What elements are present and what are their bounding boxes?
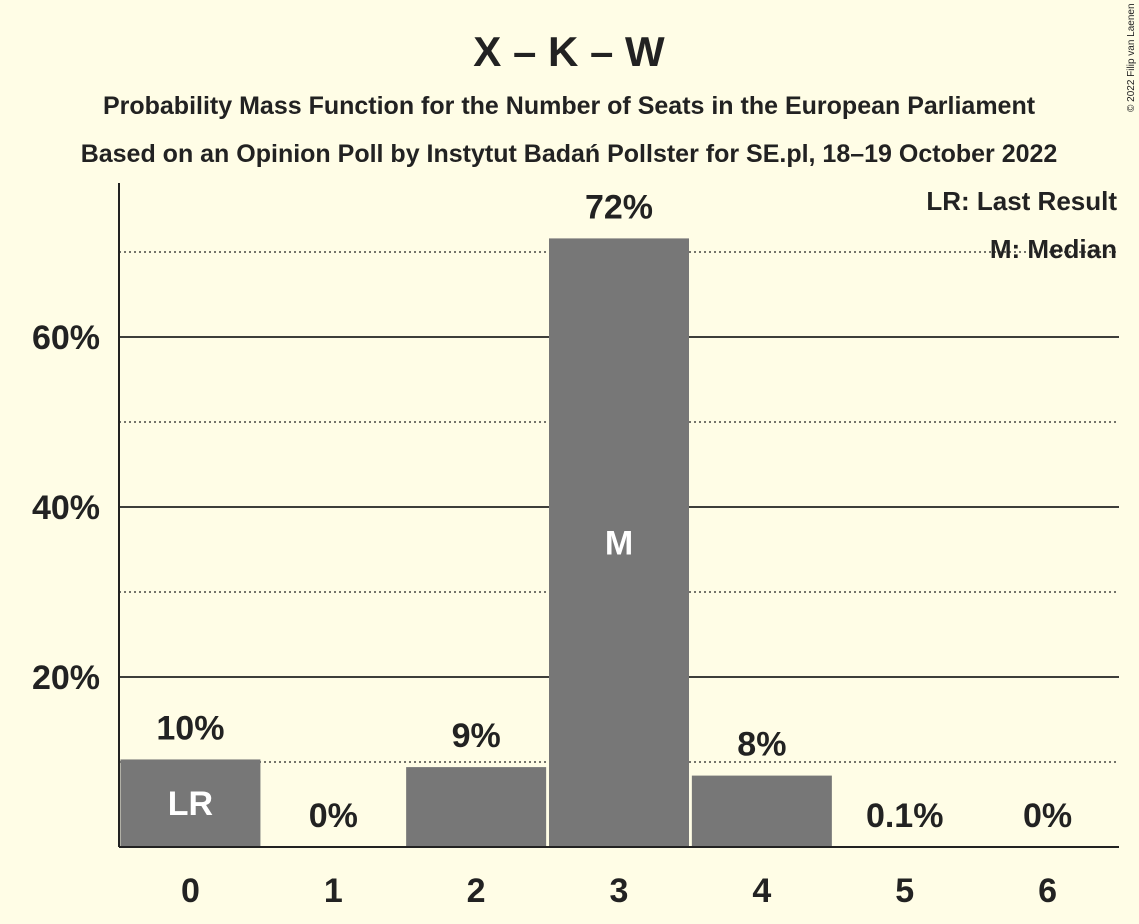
x-tick-label-4: 4: [752, 872, 771, 910]
x-tick-label-5: 5: [895, 872, 914, 910]
chart-title: X – K – W: [473, 28, 665, 75]
labels: 10% 0 0% 1 9% 2 72% 3 8% 4 0.1% 5 0% 6 LR M 20% 40% 60%: [32, 188, 1072, 910]
y-tick-label: 40%: [32, 489, 100, 527]
chart-subtitle-1: Probability Mass Function for the Number…: [103, 92, 1036, 120]
x-tick-label-3: 3: [610, 872, 629, 910]
x-tick-label-1: 1: [324, 872, 343, 910]
x-tick-label-0: 0: [181, 872, 200, 910]
bar-2: [406, 767, 547, 847]
legend-median: M: Median: [990, 234, 1117, 264]
bar-annotation-m: M: [605, 525, 633, 563]
data-label-0: 10%: [156, 709, 224, 747]
data-label-6: 0%: [1023, 797, 1072, 835]
data-label-1: 0%: [309, 797, 358, 835]
bar-0: [120, 759, 261, 847]
data-label-4: 8%: [737, 726, 786, 764]
y-tick-label: 60%: [32, 319, 100, 357]
legend-last-result: LR: Last Result: [926, 186, 1117, 216]
data-label-3: 72%: [585, 188, 653, 226]
x-tick-label-6: 6: [1038, 872, 1057, 910]
y-tick-label: 20%: [32, 659, 100, 697]
bar-annotation-lr: LR: [168, 785, 213, 823]
bar-4: [691, 775, 832, 847]
data-label-2: 9%: [452, 717, 501, 755]
bar-3: [549, 238, 689, 847]
data-label-5: 0.1%: [866, 797, 944, 835]
bars: [120, 238, 975, 847]
x-tick-label-2: 2: [467, 872, 486, 910]
copyright-note: © 2022 Filip van Laenen: [1126, 3, 1137, 112]
chart-subtitle-2: Based on an Opinion Poll by Instytut Bad…: [81, 140, 1058, 168]
axes: [118, 183, 1119, 848]
